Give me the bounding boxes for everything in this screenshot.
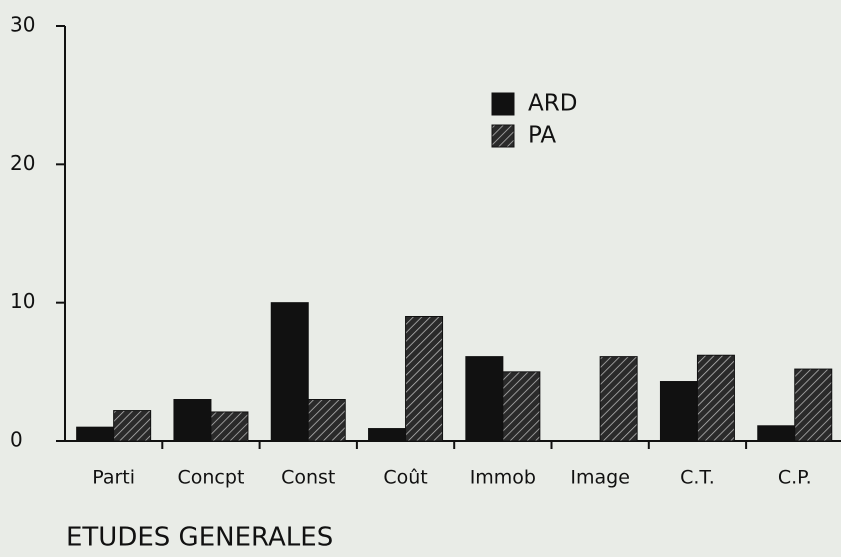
legend-swatch bbox=[491, 92, 515, 116]
y-tick-label: 0 bbox=[10, 428, 23, 452]
bar bbox=[659, 381, 698, 442]
bar bbox=[757, 425, 796, 442]
y-tick-label: 20 bbox=[10, 151, 35, 175]
legend-label: ARD bbox=[528, 91, 577, 117]
bar bbox=[173, 399, 212, 442]
y-tick-label: 10 bbox=[10, 289, 35, 313]
x-tick-label: Const bbox=[281, 467, 335, 489]
y-tick-label: 30 bbox=[10, 13, 35, 37]
bar bbox=[307, 399, 346, 442]
x-tick-label: Parti bbox=[92, 467, 135, 489]
x-tick-label: Concpt bbox=[178, 467, 245, 489]
x-tick-label: C.P. bbox=[778, 467, 812, 489]
bar bbox=[76, 426, 115, 442]
bar bbox=[599, 356, 638, 442]
x-tick-label: C.T. bbox=[680, 467, 715, 489]
bar bbox=[502, 371, 541, 442]
bar bbox=[113, 410, 152, 442]
bar bbox=[368, 428, 407, 442]
x-tick-label: Coût bbox=[383, 467, 427, 489]
legend-swatch bbox=[491, 124, 515, 148]
bar bbox=[465, 356, 504, 442]
bar bbox=[794, 368, 833, 442]
legend-label: PA bbox=[528, 123, 556, 149]
bar bbox=[696, 354, 735, 442]
bar bbox=[405, 316, 444, 442]
bar bbox=[210, 411, 249, 442]
bar bbox=[270, 302, 309, 442]
chart-title: ETUDES GENERALES bbox=[66, 523, 333, 553]
x-tick-label: Image bbox=[570, 467, 630, 489]
x-tick-label: Immob bbox=[470, 467, 536, 489]
